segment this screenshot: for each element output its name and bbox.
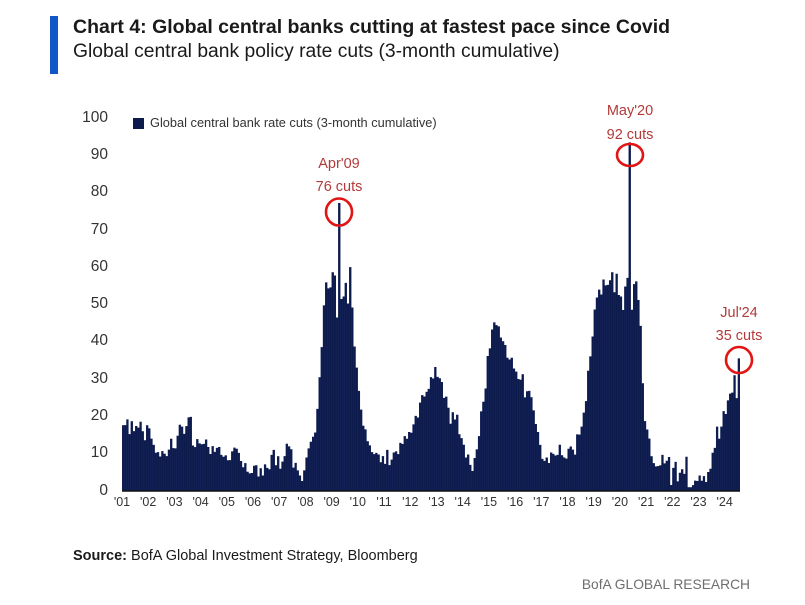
svg-text:Apr'09: Apr'09 bbox=[318, 156, 359, 172]
svg-text:'20: '20 bbox=[612, 495, 628, 509]
svg-text:'15: '15 bbox=[481, 495, 497, 509]
svg-text:'14: '14 bbox=[455, 495, 471, 509]
svg-text:'08: '08 bbox=[297, 495, 313, 509]
svg-text:'19: '19 bbox=[586, 495, 602, 509]
svg-text:'04: '04 bbox=[192, 495, 208, 509]
svg-text:Jul'24: Jul'24 bbox=[720, 305, 757, 321]
svg-text:0: 0 bbox=[99, 482, 108, 499]
svg-text:'11: '11 bbox=[376, 495, 391, 509]
svg-text:10: 10 bbox=[91, 444, 109, 461]
svg-text:100: 100 bbox=[82, 109, 108, 126]
svg-text:'23: '23 bbox=[690, 495, 706, 509]
svg-text:70: 70 bbox=[91, 221, 109, 238]
svg-text:'10: '10 bbox=[350, 495, 366, 509]
svg-text:'07: '07 bbox=[271, 495, 287, 509]
svg-text:60: 60 bbox=[91, 258, 109, 275]
svg-text:30: 30 bbox=[91, 370, 109, 387]
svg-text:50: 50 bbox=[91, 295, 109, 312]
svg-text:'03: '03 bbox=[166, 495, 182, 509]
svg-text:'02: '02 bbox=[140, 495, 156, 509]
svg-text:76 cuts: 76 cuts bbox=[316, 179, 363, 195]
svg-text:'13: '13 bbox=[428, 495, 444, 509]
svg-text:May'20: May'20 bbox=[607, 103, 653, 119]
svg-text:90: 90 bbox=[91, 146, 109, 163]
svg-text:'24: '24 bbox=[717, 495, 733, 509]
svg-text:'22: '22 bbox=[664, 495, 680, 509]
svg-text:92 cuts: 92 cuts bbox=[607, 127, 654, 143]
svg-text:'17: '17 bbox=[533, 495, 549, 509]
svg-text:'16: '16 bbox=[507, 495, 523, 509]
svg-text:'09: '09 bbox=[323, 495, 339, 509]
svg-text:40: 40 bbox=[91, 332, 109, 349]
svg-text:'18: '18 bbox=[559, 495, 575, 509]
svg-text:'05: '05 bbox=[219, 495, 235, 509]
svg-text:'21: '21 bbox=[638, 495, 654, 509]
svg-text:'01: '01 bbox=[114, 495, 130, 509]
svg-text:Global central bank rate cuts: Global central bank rate cuts (3-month c… bbox=[150, 115, 437, 130]
svg-text:'06: '06 bbox=[245, 495, 261, 509]
svg-text:35 cuts: 35 cuts bbox=[716, 328, 763, 344]
svg-text:'12: '12 bbox=[402, 495, 418, 509]
svg-text:20: 20 bbox=[91, 407, 109, 424]
svg-text:80: 80 bbox=[91, 183, 109, 200]
